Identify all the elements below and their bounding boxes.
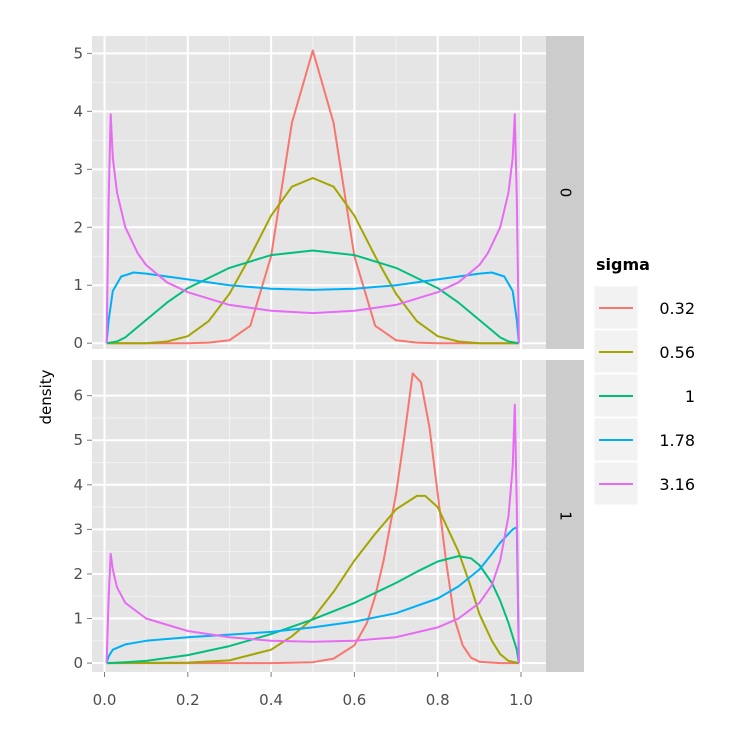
y-tick-label: 3 (73, 520, 83, 538)
x-tick-label: 0.0 (93, 691, 117, 709)
series-line-0-32 (106, 49, 519, 345)
series-line-1 (106, 555, 520, 665)
y-tick-label: 5 (73, 431, 83, 449)
y-tick-label: 1 (73, 610, 83, 628)
x-tick-label: 0.2 (176, 691, 200, 709)
series-line-3-16 (105, 403, 520, 664)
x-tick-label: 1.0 (509, 691, 533, 709)
legend-label: 1.78 (659, 431, 695, 450)
y-tick-label: 0 (73, 654, 83, 672)
series-line-0-32 (106, 372, 519, 665)
y-tick-label: 1 (73, 276, 83, 294)
y-tick-label: 2 (73, 565, 83, 583)
series-line-1 (106, 249, 520, 345)
y-axis-title: density (37, 369, 55, 424)
series-line-0-56 (106, 494, 520, 665)
series-line-1-78 (105, 271, 520, 344)
series-line-3-16 (105, 113, 520, 344)
facet-strip-label: 0 (557, 188, 575, 198)
y-tick-label: 4 (73, 476, 83, 494)
panel-background (92, 36, 546, 349)
y-tick-label: 6 (73, 387, 83, 405)
y-tick-label: 2 (73, 218, 83, 236)
facet-strip (546, 36, 584, 349)
legend-label: 0.32 (659, 299, 695, 318)
facet-strip-label: 1 (557, 511, 575, 521)
legend-title: sigma (596, 255, 650, 274)
legend-label: 0.56 (659, 343, 695, 362)
series-line-0-56 (106, 177, 519, 345)
x-tick-label: 0.8 (426, 691, 450, 709)
y-tick-label: 0 (73, 334, 83, 352)
y-tick-label: 5 (73, 44, 83, 62)
facet-strip (546, 360, 584, 672)
y-tick-label: 3 (73, 160, 83, 178)
y-tick-label: 4 (73, 102, 83, 120)
x-tick-label: 0.6 (342, 691, 366, 709)
panel-background (92, 360, 546, 672)
series-line-1-78 (105, 526, 520, 664)
x-tick-label: 0.4 (259, 691, 283, 709)
legend-label: 3.16 (659, 475, 695, 494)
legend-label: 1 (685, 387, 695, 406)
